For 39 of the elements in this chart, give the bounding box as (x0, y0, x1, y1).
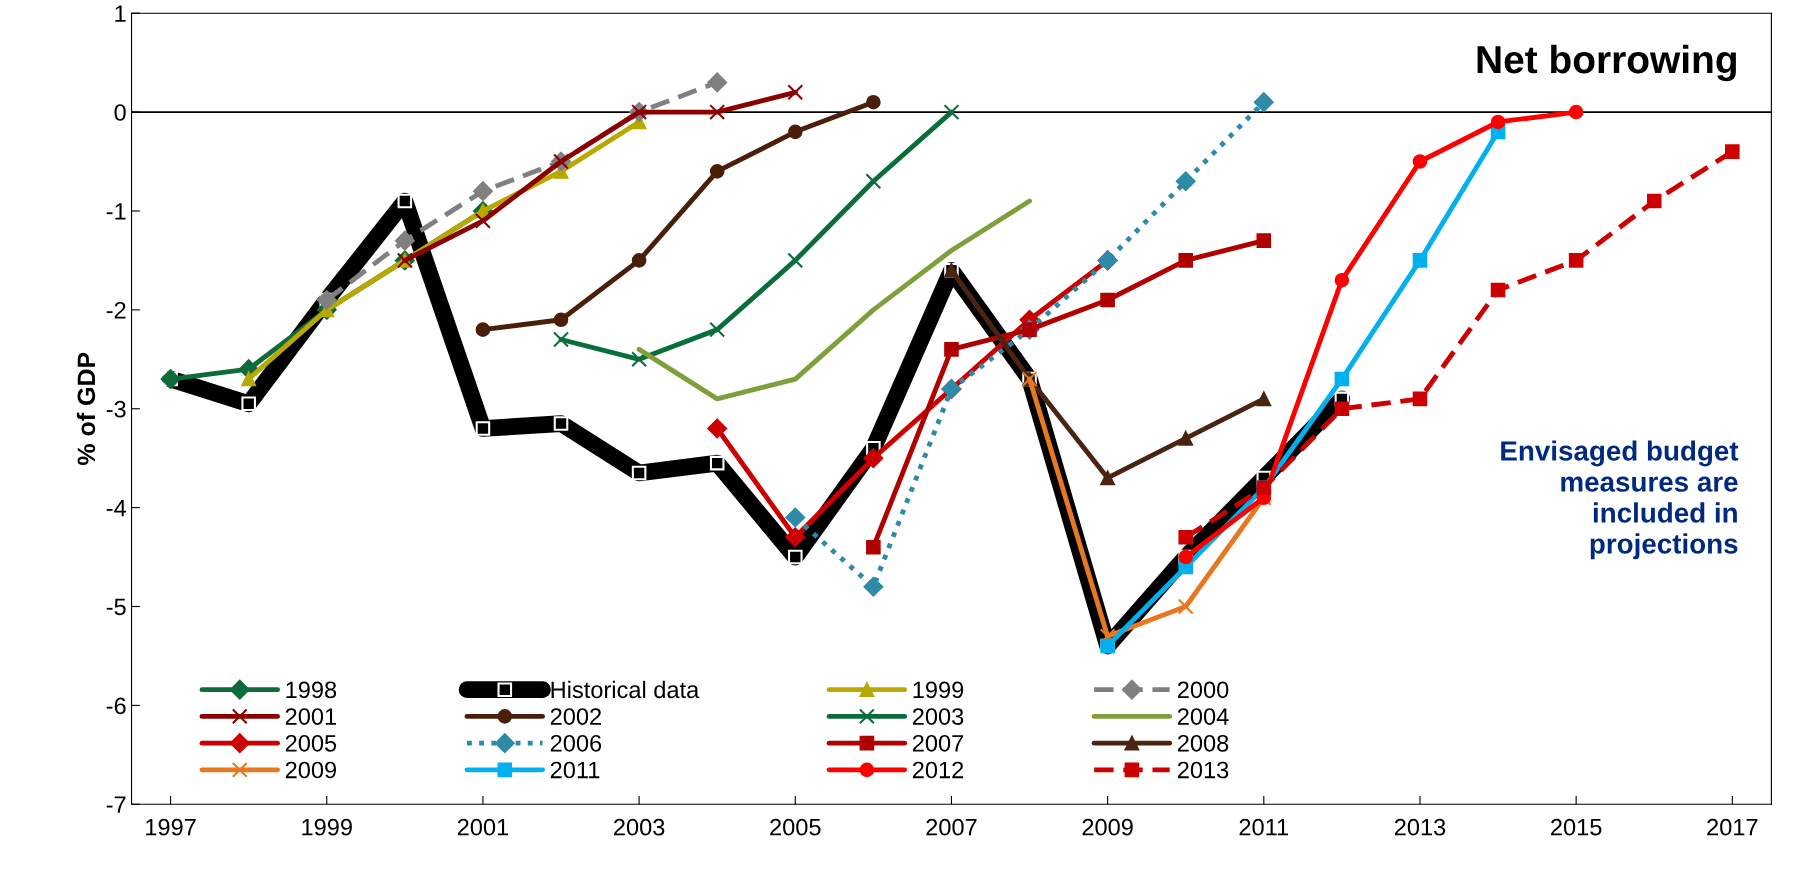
legend-label: 2012 (912, 761, 964, 779)
y-tick-label: -6 (106, 697, 126, 715)
legend-label: 2000 (1177, 681, 1229, 699)
legend-label: 2004 (1177, 708, 1229, 725)
x-tick-label: 1999 (302, 818, 352, 836)
y-tick-label: -7 (106, 796, 126, 813)
legend-label: 2011 (550, 761, 600, 779)
y-tick-label: -5 (106, 598, 126, 616)
legend-label: 2006 (550, 734, 602, 752)
x-tick-label: 2011 (1239, 818, 1289, 836)
x-tick-label: 2013 (1394, 818, 1446, 836)
x-tick-label: 2015 (1551, 818, 1602, 836)
legend-label: 1998 (286, 681, 337, 699)
x-tick-label: 2007 (926, 818, 977, 836)
y-tick-label: -1 (106, 203, 126, 220)
x-tick-label: 2003 (614, 818, 665, 836)
legend-label: 2013 (1177, 761, 1229, 779)
annotation: Net borrowing (1477, 44, 1736, 82)
legend-label: 2005 (285, 734, 337, 752)
y-tick-label: -4 (106, 499, 126, 517)
legend-label: 2001 (285, 708, 336, 725)
legend-label: 2003 (912, 708, 964, 725)
legend-label: 2002 (550, 708, 601, 725)
legend-label: 2008 (1177, 734, 1229, 752)
legend-label: 2009 (285, 761, 337, 779)
y-tick-label: 0 (114, 104, 126, 121)
x-tick-label: 2017 (1707, 818, 1758, 836)
legend-label: Historical data (551, 680, 700, 699)
legend-label: 1999 (913, 681, 964, 699)
x-tick-label: 1997 (146, 818, 196, 836)
x-tick-label: 2001 (457, 818, 509, 836)
y-tick-label: -3 (106, 400, 126, 418)
y-axis-title: % of GDP (76, 352, 96, 466)
annotation: Envisaged budget measures are included in projections (1501, 440, 1739, 560)
y-tick-label: 1 (115, 5, 126, 22)
x-tick-label: 2005 (770, 818, 821, 836)
y-tick-label: -2 (106, 301, 126, 319)
x-tick-label: 2009 (1082, 818, 1133, 836)
legend-label: 2007 (912, 734, 964, 752)
